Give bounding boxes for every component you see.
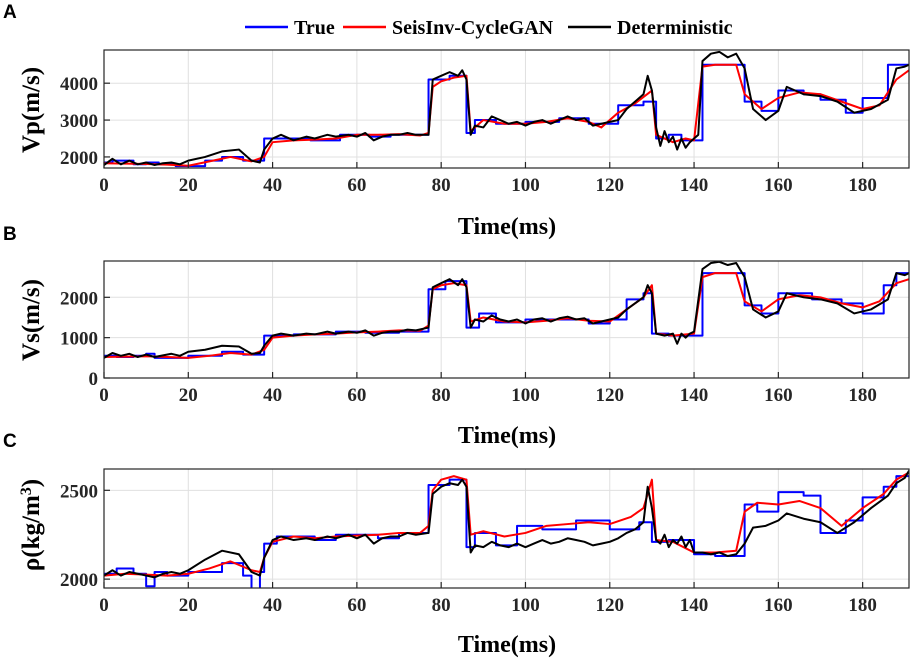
panel-b-x-tick-label: 160 <box>764 385 793 406</box>
panel-a-y-tick-label: 3000 <box>60 111 98 132</box>
panel-b-x-tick-label: 180 <box>848 385 877 406</box>
panel-c-x-tick-label: 0 <box>99 595 109 616</box>
panel-a-x-tick-label: 120 <box>596 175 625 196</box>
panel-c-x-tick-label: 60 <box>347 595 366 616</box>
panel-b-y-tick-label: 2000 <box>60 288 98 309</box>
panel-c-series-true <box>104 475 909 588</box>
panel-c-y-tick-label: 2000 <box>60 570 98 591</box>
panel-a-x-tick-label: 160 <box>764 175 793 196</box>
panel-a-x-tick-label: 100 <box>511 175 540 196</box>
legend-true-label: True <box>294 17 335 39</box>
panel-a-series-seisinv <box>104 63 909 167</box>
panel-b-x-tick-label: 140 <box>680 385 709 406</box>
panel-b-x-tick-label: 20 <box>179 385 198 406</box>
panel-c-axes-frame <box>103 468 910 589</box>
panel-a-series-deterministic <box>104 50 909 167</box>
panel-a-xlabel: Time(ms) <box>458 214 556 240</box>
legend-seisinv-label: SeisInv-CycleGAN <box>392 17 554 39</box>
panel-c-series-deterministic <box>104 470 909 579</box>
panel-b-y-tick-label: 1000 <box>60 329 98 350</box>
panel-c-ylabel-close: ) <box>18 479 45 487</box>
panel-a-ylabel: Vp(m/s) <box>18 67 45 153</box>
panel-c-x-tick-label: 160 <box>764 595 793 616</box>
panel-b-axes-frame <box>103 260 910 379</box>
panel-a-plot-area <box>104 50 909 168</box>
panel-c-x-tick-label: 140 <box>680 595 709 616</box>
panel-b-label: B <box>3 224 17 245</box>
panel-a-plot: 0 20 40 60 80 100 120 140 160 180 2000 3000 4000 <box>60 49 910 196</box>
panel-b-plot: 0 20 40 60 80 100 120 140 160 180 0 1000 2000 <box>60 260 910 406</box>
panel-b-series-deterministic <box>104 261 909 359</box>
panel-b-ylabel: Vs(m/s) <box>18 279 45 361</box>
panel-a-x-tick-label: 60 <box>347 175 366 196</box>
panel-c-y-tick-label: 2500 <box>60 481 98 502</box>
panel-b-x-tick-label: 120 <box>596 385 625 406</box>
panel-a-x-tick-label: 40 <box>263 175 282 196</box>
panel-a-y-tick-label: 2000 <box>60 148 98 169</box>
panel-b-xlabel: Time(ms) <box>458 423 556 449</box>
panel-c-plot-area <box>104 469 909 588</box>
panel-c-ylabel-base: ρ(kg/m <box>18 495 45 571</box>
panel-b-x-tick-label: 40 <box>263 385 282 406</box>
panel-a-axes-frame <box>103 49 910 169</box>
panel-c-plot: 0 20 40 60 80 100 120 140 160 180 2000 2500 <box>60 468 910 616</box>
panel-c-x-tick-label: 80 <box>432 595 451 616</box>
legend: True SeisInv-CycleGAN Deterministic <box>245 17 733 39</box>
panel-b-x-tick-label: 0 <box>99 385 109 406</box>
panel-a-x-tick-label: 20 <box>179 175 198 196</box>
panel-c-ylabel: ρ(kg/m3) <box>18 479 46 571</box>
panel-a-x-tick-label: 80 <box>432 175 451 196</box>
panel-b-x-tick-label: 100 <box>511 385 540 406</box>
panel-c-x-tick-label: 20 <box>179 595 198 616</box>
panel-a-x-tick-label: 140 <box>680 175 709 196</box>
panel-c-xlabel: Time(ms) <box>458 632 556 658</box>
panel-b-y-tick-label: 0 <box>89 369 99 390</box>
panel-c-x-tick-label: 180 <box>848 595 877 616</box>
panel-b-x-tick-label: 60 <box>347 385 366 406</box>
panel-c-x-tick-label: 40 <box>263 595 282 616</box>
panel-a-y-tick-label: 4000 <box>60 74 98 95</box>
panel-a-x-tick-label: 0 <box>99 175 109 196</box>
panel-a-label: A <box>3 2 17 23</box>
panel-b-x-tick-label: 80 <box>432 385 451 406</box>
panel-c-ylabel-sup: 3 <box>18 487 35 495</box>
legend-deterministic-label: Deterministic <box>617 17 733 39</box>
panel-c-x-tick-label: 120 <box>596 595 625 616</box>
panel-a-x-tick-label: 180 <box>848 175 877 196</box>
panel-c-label: C <box>3 431 17 452</box>
panel-b-plot-area <box>104 261 909 378</box>
panel-c-x-tick-label: 100 <box>511 595 540 616</box>
